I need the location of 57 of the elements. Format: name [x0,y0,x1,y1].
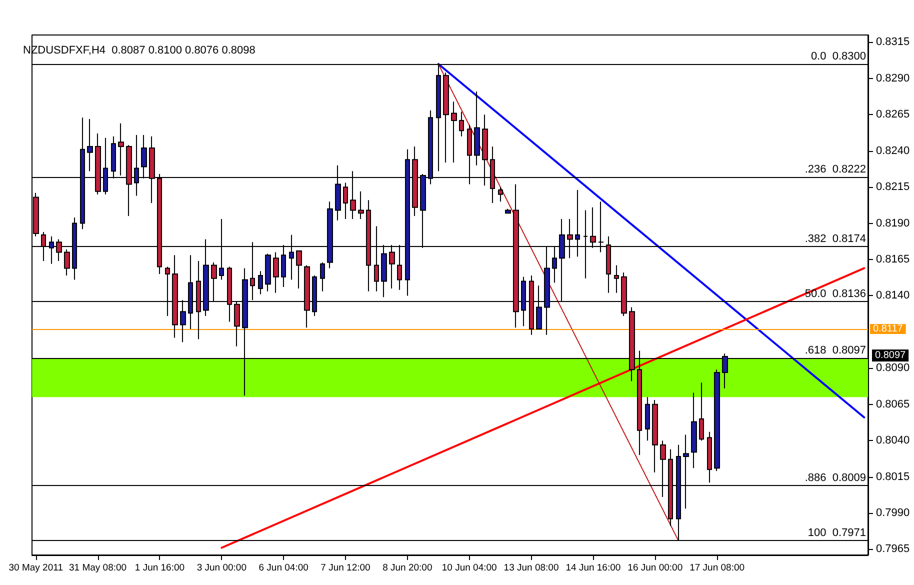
x-tick-label: 7 Jun 12:00 [320,562,370,574]
ref-line-label: .382 0.8174 [804,232,866,245]
x-tick-label: 30 May 2011 [8,562,63,574]
x-tick-label: 17 Jun 08:00 [690,562,745,574]
candlestick [320,262,325,292]
y-tick-label: 0.8040 [876,434,910,447]
ref-line-label: 100 0.7971 [808,527,866,540]
y-tick-label: 0.8240 [876,144,910,157]
candlestick [707,431,712,484]
x-tick-label: 13 Jun 08:00 [504,562,559,574]
y-tick-label: 0.8265 [876,108,910,121]
candlestick [443,72,449,163]
x-tick-label: 1 Jun 16:00 [134,562,185,574]
candlestick [358,190,364,220]
ref-line-label: .618 0.8097 [804,344,866,357]
x-tick-label: 3 Jun 00:00 [196,562,246,574]
candlestick [265,253,271,292]
x-tick-label: 8 Jun 20:00 [382,562,432,574]
y-tick-label: 0.8065 [876,398,910,410]
y-tick-label: 0.8165 [876,254,910,266]
candlestick [645,396,650,442]
x-tick-label: 14 Jun 16:00 [566,562,621,574]
y-tick-label: 0.8015 [876,470,910,483]
ref-line-label: .886 0.8009 [804,472,866,484]
ref-line-label: 50.0 0.8136 [804,288,866,300]
candlestick [258,270,263,295]
candlestick [451,101,457,163]
candlestick [273,252,279,294]
y-tick-label: 0.8290 [876,72,910,84]
candlestick [714,369,720,472]
candlestick [296,250,302,289]
x-tick-label: 31 May 08:00 [69,562,127,574]
candlestick [498,186,503,202]
ref-line-label: 0.8117 [873,324,904,335]
x-tick-label: 6 Jun 04:00 [258,562,308,574]
candlestick [343,182,348,220]
candlestick [64,248,70,276]
text: 0.8097 [875,350,906,362]
y-tick-label: 0.8090 [876,362,910,374]
candlestick [87,118,93,172]
candlestick [474,90,480,166]
candlestick [614,264,619,294]
ref-line-label: .236 0.8222 [804,163,866,176]
ref-line-label: 0.0 0.8300 [810,50,866,62]
candlestick [699,382,704,442]
x-tick-label: 10 Jun 04:00 [442,562,497,574]
x-tick-label: 16 Jun 00:00 [628,562,683,574]
y-tick-label: 0.8140 [876,290,910,302]
y-tick-label: 0.7990 [876,506,910,519]
candlestick [505,208,511,214]
y-tick-label: 0.8190 [876,217,910,230]
candlestick [459,111,464,137]
candlestick [652,400,658,473]
candlestick [691,392,697,469]
y-tick-label: 0.8315 [876,36,910,48]
y-tick-label: 0.8215 [876,181,910,194]
y-tick-label: 0.7965 [876,543,910,556]
